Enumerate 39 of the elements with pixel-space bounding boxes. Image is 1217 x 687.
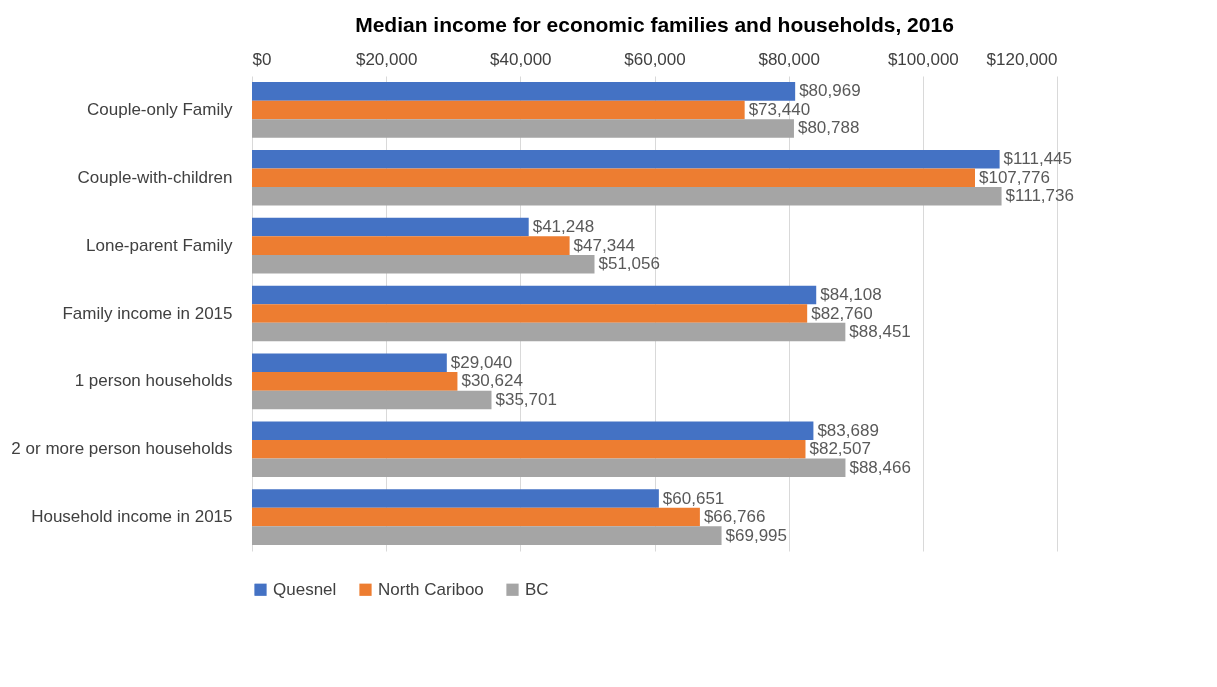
legend-label: North Cariboo: [378, 579, 484, 599]
legend-label: BC: [525, 579, 549, 599]
x-tick-label: $0: [252, 49, 272, 69]
data-label: $51,056: [598, 254, 660, 274]
data-label: $80,969: [799, 81, 861, 101]
data-label: $60,651: [662, 488, 725, 508]
x-tick-label: $80,000: [758, 49, 820, 69]
data-label: $111,445: [1003, 149, 1072, 169]
data-label: $47,344: [573, 235, 636, 255]
x-tick-label: $120,000: [986, 49, 1058, 69]
data-label: $88,451: [849, 322, 911, 342]
data-label: $88,466: [849, 457, 911, 477]
data-label: $83,689: [817, 420, 879, 440]
data-label: $82,760: [811, 303, 873, 323]
legend-label: Quesnel: [273, 579, 337, 599]
data-label: $111,736: [1005, 186, 1074, 206]
data-label: $82,507: [809, 439, 871, 459]
y-tick-label: Lone-parent Family: [86, 235, 233, 255]
data-label: $29,040: [450, 352, 513, 372]
data-label: $107,776: [979, 167, 1050, 187]
y-tick-label: 1 person households: [74, 371, 233, 391]
x-tick-label: $40,000: [490, 49, 552, 69]
x-tick-label: $60,000: [624, 49, 686, 69]
y-tick-label: Family income in 2015: [62, 303, 233, 323]
x-tick-label: $100,000: [887, 49, 959, 69]
data-label: $30,624: [461, 371, 523, 391]
x-tick-label: $20,000: [355, 49, 418, 69]
chart-title: Median income for economic families and households, 2016: [355, 13, 954, 36]
y-tick-label: 2 or more person households: [11, 439, 233, 459]
y-tick-label: Household income in 2015: [31, 507, 233, 527]
data-label: $84,108: [820, 284, 882, 304]
data-label: $80,788: [797, 118, 860, 138]
data-label: $35,701: [495, 389, 557, 409]
data-label: $66,766: [703, 507, 766, 527]
data-label: $69,995: [725, 525, 787, 545]
data-label: $73,440: [748, 99, 811, 119]
data-label: $41,248: [532, 217, 595, 237]
y-tick-label: Couple-only Family: [87, 99, 233, 119]
y-tick-label: Couple-with-children: [77, 167, 233, 187]
